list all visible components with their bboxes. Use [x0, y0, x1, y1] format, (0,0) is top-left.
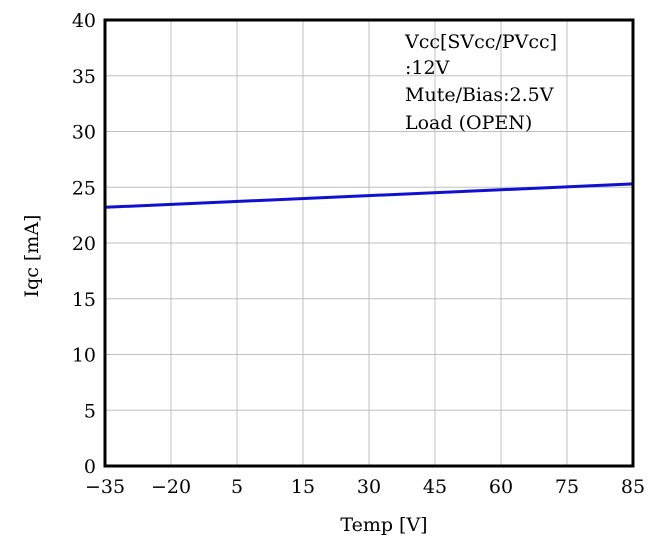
y-tick-label: 10	[72, 345, 96, 367]
grid	[105, 20, 633, 466]
x-tick-label: 85	[621, 476, 645, 498]
y-tick-label: 30	[72, 122, 96, 144]
series-line	[104, 182, 634, 209]
x-tick-label: 5	[231, 476, 243, 498]
x-tick-label: 60	[489, 476, 513, 498]
y-tick-labels: 0 5 10 15 20 25 30 35 40	[72, 10, 96, 478]
x-axis-label: Temp [V]	[340, 514, 427, 536]
y-tick-label: 35	[72, 66, 96, 88]
x-tick-label: −35	[85, 476, 125, 498]
x-tick-label: 75	[555, 476, 579, 498]
x-tick-label: −20	[151, 476, 191, 498]
annotation-line-1: Vcc[SVcc/PVcc]	[404, 31, 557, 53]
y-tick-label: 25	[72, 177, 96, 199]
annotation-line-2: :12V	[405, 57, 450, 79]
condition-annotation: Vcc[SVcc/PVcc] :12V Mute/Bias:2.5V Load …	[404, 31, 557, 134]
x-tick-label: 45	[423, 476, 447, 498]
annotation-line-4: Load (OPEN)	[405, 112, 532, 134]
y-tick-label: 20	[72, 233, 96, 255]
x-tick-labels: −35 −20 5 15 30 45 60 75 85	[85, 476, 645, 498]
x-tick-label: 15	[291, 476, 315, 498]
y-tick-label: 5	[84, 400, 96, 422]
y-tick-label: 40	[72, 10, 96, 32]
y-tick-label: 15	[72, 289, 96, 311]
y-axis-label: Iqc [mA]	[21, 215, 43, 298]
plot-frame	[103, 18, 635, 468]
y-tick-label: 0	[84, 456, 96, 478]
x-tick-label: 30	[357, 476, 381, 498]
series	[104, 182, 634, 209]
annotation-line-3: Mute/Bias:2.5V	[405, 84, 554, 106]
